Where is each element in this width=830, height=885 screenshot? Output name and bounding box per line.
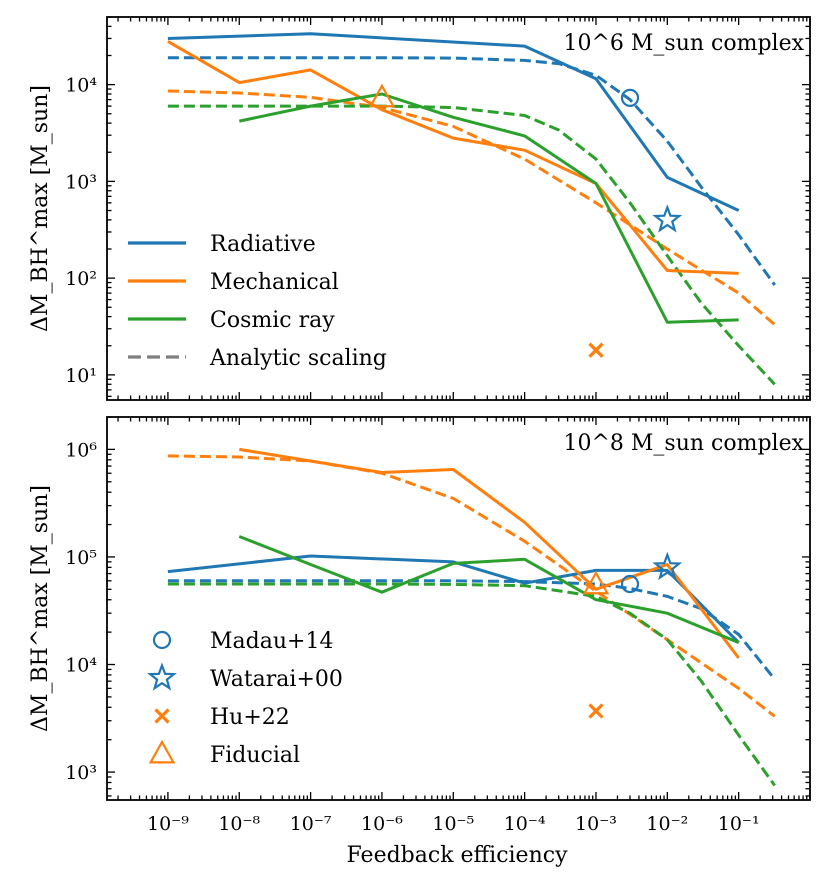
series-line-cosmic-ray-analytic [167,582,776,787]
marker-madau-14 [620,574,640,594]
legend-entry: Hu+22 [154,705,290,730]
axis-ticks [107,16,811,400]
y-axis-title: ΔM_BH^max [M_sun] [28,485,53,732]
series-line-mechanical [239,447,740,659]
series-line-mechanical [167,40,739,275]
series-line-radiative [167,32,740,212]
marker-madau-14 [620,88,640,107]
legend-label: Watarai+00 [210,667,343,692]
y-tick-label: 10⁵ [65,547,97,569]
legend-marker [148,739,176,764]
y-axis-title: ΔM_BH^max [M_sun] [28,85,53,332]
marker-watarai-00 [652,204,683,233]
legend-label: Mechanical [210,270,339,295]
x-axis-title: Feedback efficiency [346,843,568,868]
legend-label: Analytic scaling [209,346,387,371]
legend-label: Cosmic ray [210,308,335,333]
y-tick-label: 10⁴ [65,655,97,677]
x-tick-label: 10⁻⁵ [432,813,474,835]
markers [582,551,683,719]
legend-entry: Watarai+00 [147,662,343,692]
marker-watarai-00 [652,551,683,581]
panel-label: 10^6 M_sun complex [563,31,804,56]
markers [368,83,683,358]
legend: Madau+14 Watarai+00 Hu+22 Fiducial [147,629,343,768]
legend-entry: Fiducial [148,739,300,768]
series-line-cosmic-ray-analytic [167,104,776,386]
marker-hu-22 [588,342,604,358]
series-line-cosmic-ray [238,92,739,324]
marker-hu-22 [588,703,604,719]
x-tick-label: 10⁻⁴ [504,813,546,835]
y-tick-label: 10⁴ [65,75,97,97]
x-tick-label: 10⁻⁷ [290,813,332,835]
legend-marker [154,708,170,724]
series-line-cosmic-ray [238,535,740,644]
y-tick-label: 10³ [65,762,97,784]
legend-entry: Radiative [128,232,316,257]
y-tick-label: 10¹ [65,365,97,387]
legend-label: Madau+14 [210,629,333,654]
legend-label: Fiducial [210,743,300,768]
y-tick-label: 10² [65,268,97,290]
legend-label: Hu+22 [210,705,290,730]
series-line-radiative-analytic [167,56,776,286]
marker-fiducial [582,570,610,595]
series-group [167,32,776,386]
bottom-panel: 10³ 10⁴ 10⁵ 10⁶ 10⁻⁹ 10⁻⁸ 10⁻⁷ 10⁻⁶ 10⁻⁵ 10⁻⁴ 10⁻³… [28,416,811,835]
panel-label: 10^8 M_sun complex [563,431,804,456]
x-tick-label: 10⁻² [646,813,688,835]
x-tick-label: 10⁻³ [575,813,617,835]
legend-marker [147,662,177,691]
plot-frame [106,16,811,401]
x-tick-label: 10⁻¹ [718,813,760,835]
legend-entry: Madau+14 [152,629,333,654]
marker-fiducial [368,83,396,108]
x-tick-label: 10⁻⁹ [147,813,189,835]
legend: Radiative Mechanical Cosmic ray Analytic sc… [128,232,387,371]
legend-entry: Mechanical [128,270,339,295]
x-tick-label: 10⁻⁸ [218,813,260,835]
legend-entry: Analytic scaling [128,346,387,371]
series-group [167,447,776,787]
legend-entry: Cosmic ray [128,308,335,333]
series-line-radiative [167,554,740,644]
top-panel: 10¹ 10² 10³ 10⁴ ΔM_BH^max [M_sun] 10^6 M_sun … [28,16,811,401]
x-tick-label: 10⁻⁶ [361,813,403,835]
legend-marker [152,630,172,650]
y-tick-label: 10⁶ [65,439,97,461]
plot-frame [106,416,811,801]
legend-label: Radiative [210,232,316,257]
y-tick-label: 10³ [65,171,97,193]
